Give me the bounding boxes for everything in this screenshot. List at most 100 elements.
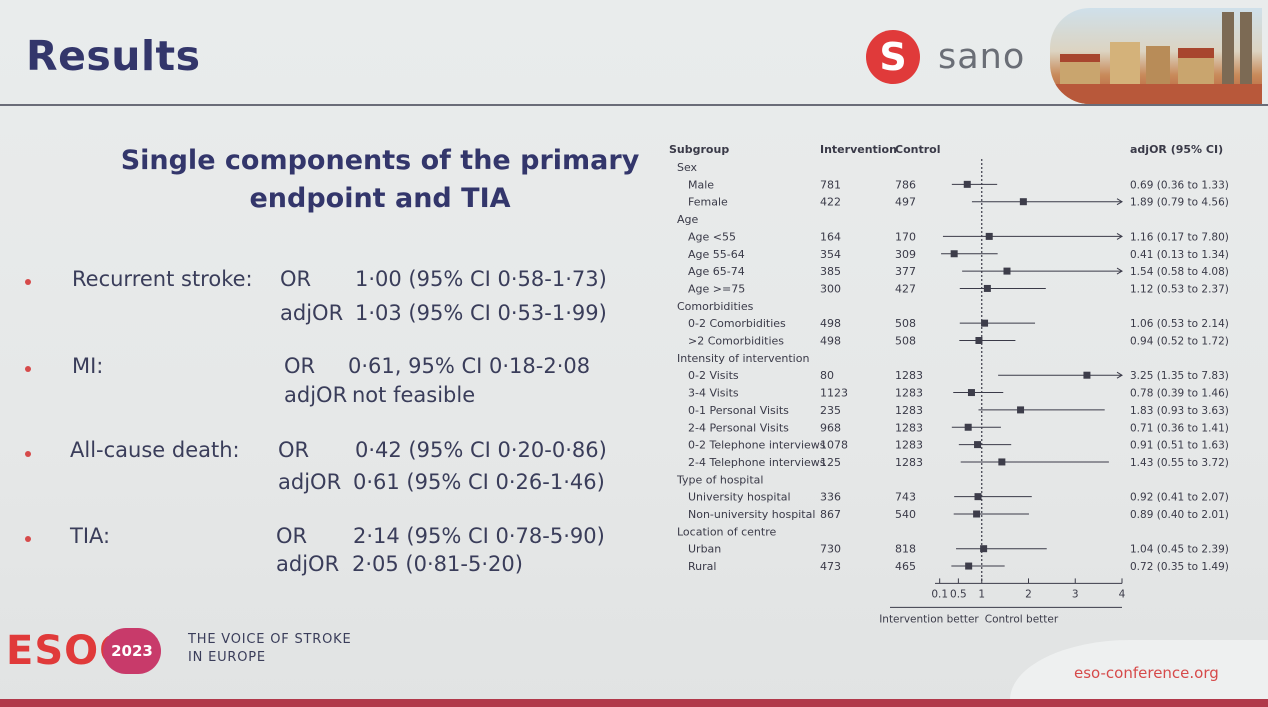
or-value: 0·61, 95% CI 0·18-2·08	[348, 354, 591, 378]
estimate-label: 0.69 (0.36 to 1.33)	[1130, 179, 1229, 191]
intervention-count: 867	[820, 508, 841, 521]
adjor-value: 2·05 (0·81-5·20)	[352, 552, 523, 576]
estimate-label: 1.04 (0.45 to 2.39)	[1130, 544, 1229, 556]
intervention-count: 498	[820, 335, 841, 348]
estimate-label: 1.12 (0.53 to 2.37)	[1130, 283, 1229, 295]
subgroup-label: Age <55	[688, 230, 736, 243]
intervention-count: 235	[820, 404, 841, 417]
estimate-label: 0.41 (0.13 to 1.34)	[1130, 249, 1229, 261]
adjor-label: adjOR	[284, 383, 348, 407]
or-value: 1·00 (95% CI 0·58-1·73)	[355, 267, 607, 291]
point-estimate	[950, 250, 958, 258]
adjor-value: 0·61 (95% CI 0·26-1·46)	[353, 470, 605, 494]
intervention-count: 354	[820, 248, 841, 261]
estimate-label: 0.78 (0.39 to 1.46)	[1130, 388, 1229, 400]
bullet-label: Recurrent stroke:	[72, 267, 253, 291]
subgroup-label: Non-university hospital	[688, 508, 815, 521]
adjor-label: adjOR	[276, 552, 340, 576]
estimate-label: 1.06 (0.53 to 2.14)	[1130, 318, 1229, 330]
control-count: 377	[895, 265, 916, 278]
subgroup-label: Age >=75	[688, 282, 745, 295]
x-tick-label: 2	[1025, 588, 1032, 600]
favours-left-label: Intervention better	[879, 613, 979, 625]
intervention-count: 1078	[820, 439, 848, 452]
point-estimate	[981, 319, 989, 327]
subgroup-label: Rural	[688, 560, 716, 573]
estimate-label: 1.89 (0.79 to 4.56)	[1130, 197, 1229, 209]
ci-arrow	[1116, 267, 1123, 275]
subgroup-header: Location of centre	[677, 525, 777, 538]
or-label: OR	[276, 524, 308, 548]
bullet-label: MI:	[72, 354, 104, 378]
adjor-value: not feasible	[352, 383, 476, 407]
sano-logo-icon: S	[866, 30, 920, 84]
control-count: 497	[895, 196, 916, 209]
adjor-value: 1·03 (95% CI 0·53-1·99)	[355, 301, 607, 325]
point-estimate	[985, 232, 993, 240]
intervention-count: 336	[820, 491, 841, 504]
bullet-marker	[25, 279, 31, 285]
estimate-label: 3.25 (1.35 to 7.83)	[1130, 370, 1229, 382]
x-tick-label: 4	[1119, 588, 1126, 600]
column-header-intervention: Intervention	[820, 143, 897, 156]
control-count: 1283	[895, 404, 923, 417]
or-value: 0·42 (95% CI 0·20-0·86)	[355, 438, 607, 462]
subgroup-label: Age 65-74	[688, 265, 745, 278]
control-count: 508	[895, 335, 916, 348]
control-count: 818	[895, 543, 916, 556]
ci-arrow	[1116, 371, 1123, 379]
estimate-label: 1.16 (0.17 to 7.80)	[1130, 231, 1229, 243]
estimate-label: 0.94 (0.52 to 1.72)	[1130, 336, 1229, 348]
point-estimate	[975, 337, 983, 344]
x-tick-label: 3	[1072, 588, 1079, 600]
intervention-count: 498	[820, 317, 841, 330]
subgroup-header: Type of hospital	[676, 473, 763, 486]
bullet-marker	[25, 366, 31, 372]
intervention-count: 300	[820, 282, 841, 295]
slide-title: Results	[26, 32, 201, 80]
conference-url: eso-conference.org	[1074, 664, 1219, 682]
column-header-estimate: adjOR (95% CI)	[1130, 143, 1223, 156]
subgroup-label: Age 55-64	[688, 248, 745, 261]
control-count: 1283	[895, 439, 923, 452]
point-estimate	[974, 493, 982, 501]
x-tick-label: 0.5	[950, 588, 967, 600]
slide-subtitle: Single components of the primary endpoin…	[120, 145, 640, 214]
control-count: 1283	[895, 369, 923, 382]
intervention-count: 473	[820, 560, 841, 573]
intervention-count: 730	[820, 543, 841, 556]
header-divider	[0, 104, 1268, 106]
sano-logo-text: sano	[938, 37, 1026, 77]
point-estimate	[1003, 267, 1011, 275]
column-header-control: Control	[895, 143, 940, 156]
intervention-count: 781	[820, 178, 841, 191]
intervention-count: 80	[820, 369, 834, 382]
point-estimate	[967, 389, 975, 397]
subgroup-header: Intensity of intervention	[677, 352, 809, 365]
control-count: 1283	[895, 421, 923, 434]
point-estimate	[963, 180, 971, 188]
x-tick-label: 0.1	[931, 588, 948, 600]
subgroup-label: Female	[688, 196, 728, 209]
subgroup-label: 0-1 Personal Visits	[688, 404, 789, 417]
point-estimate	[998, 458, 1006, 466]
ci-arrow	[1116, 198, 1123, 206]
subgroup-label: University hospital	[688, 491, 791, 504]
estimate-label: 0.89 (0.40 to 2.01)	[1130, 509, 1229, 521]
control-count: 1283	[895, 387, 923, 400]
control-count: 786	[895, 178, 916, 191]
control-count: 540	[895, 508, 916, 521]
intervention-count: 385	[820, 265, 841, 278]
intervention-count: 968	[820, 421, 841, 434]
estimate-label: 1.83 (0.93 to 3.63)	[1130, 405, 1229, 417]
favours-right-label: Control better	[985, 613, 1059, 625]
point-estimate	[974, 441, 982, 449]
control-count: 743	[895, 491, 916, 504]
bullet-marker	[25, 536, 31, 542]
control-count: 508	[895, 317, 916, 330]
bottom-accent-strip	[0, 699, 1268, 707]
subgroup-label: >2 Comorbidities	[688, 335, 784, 348]
year-badge: 2023	[103, 628, 161, 674]
adjor-label: adjOR	[278, 470, 342, 494]
